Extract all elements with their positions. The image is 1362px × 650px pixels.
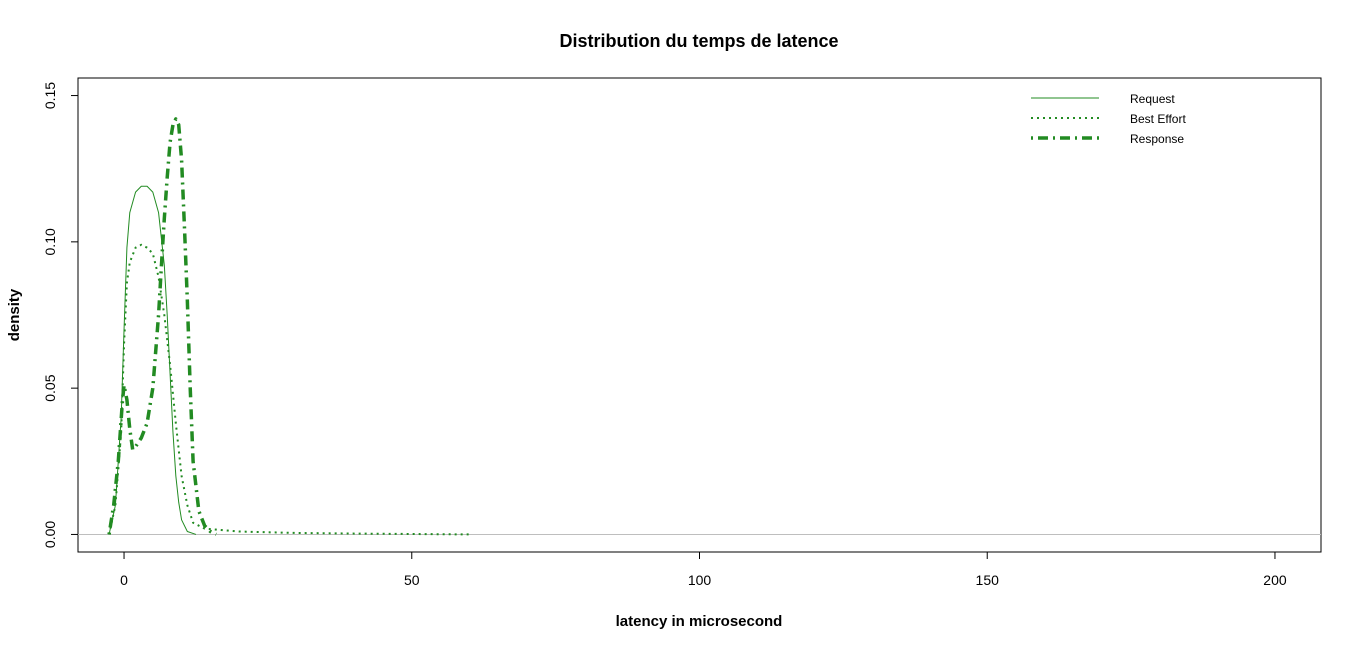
series-line-best-effort <box>108 243 470 536</box>
series-line-request <box>108 185 197 535</box>
y-tick-label: 0.05 <box>42 374 58 401</box>
y-tick-label: 0.10 <box>42 228 58 255</box>
x-tick-label: 100 <box>688 572 712 588</box>
legend-label: Request <box>1130 92 1175 106</box>
legend-label: Response <box>1130 132 1184 146</box>
x-tick-label: 150 <box>976 572 1000 588</box>
chart-title: Distribution du temps de latence <box>559 31 838 51</box>
x-tick-label: 0 <box>120 572 128 588</box>
series-line-response <box>107 117 217 537</box>
x-tick-label: 200 <box>1263 572 1287 588</box>
legend-label: Best Effort <box>1130 112 1186 126</box>
y-axis-label: density <box>6 288 23 341</box>
plot-frame <box>77 77 1322 553</box>
x-tick-label: 50 <box>404 572 420 588</box>
x-axis-label: latency in microsecond <box>616 613 783 630</box>
y-tick-label: 0.00 <box>42 521 58 548</box>
legend: Request Best Effort Response <box>1031 92 1186 146</box>
y-tick-label: 0.15 <box>42 82 58 109</box>
